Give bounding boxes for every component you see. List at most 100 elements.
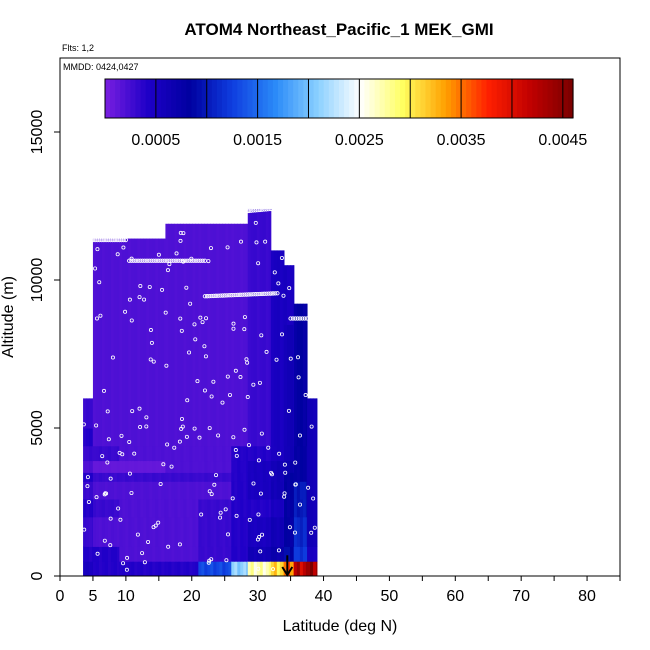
field-cell — [256, 208, 261, 447]
sample-point — [297, 433, 302, 438]
field-cell — [189, 460, 193, 473]
track-point — [173, 258, 179, 263]
field-cell — [213, 223, 217, 447]
field-cell — [110, 472, 115, 482]
field-cell — [177, 481, 181, 500]
field-cell — [89, 472, 93, 482]
field-cell — [89, 445, 93, 462]
sample-point — [178, 238, 183, 243]
x-tick-label: 20 — [183, 588, 201, 605]
colorbar-swatch — [191, 79, 198, 118]
field-cell — [273, 445, 278, 462]
field-cell — [183, 481, 187, 500]
field-cell — [113, 561, 118, 576]
track-point — [151, 258, 156, 263]
colorbar-swatch — [354, 79, 360, 118]
track-point — [131, 258, 136, 263]
field-cell — [92, 445, 97, 462]
field-cell — [302, 481, 307, 500]
sample-point — [199, 512, 204, 517]
field-cell — [262, 481, 267, 500]
sample-point — [192, 426, 197, 431]
x-tick-label: 0 — [56, 588, 65, 605]
field-cell — [240, 499, 244, 518]
x-tick-label: 10 — [117, 588, 135, 605]
field-cell — [219, 445, 223, 462]
sample-point — [251, 481, 256, 486]
sample-point — [119, 433, 124, 438]
field-cell — [307, 546, 311, 562]
track-point — [268, 291, 273, 296]
field-cell — [158, 561, 162, 576]
field-cell — [161, 516, 165, 547]
field-cell — [213, 546, 217, 562]
field-cell — [296, 561, 301, 576]
sample-point — [271, 567, 276, 572]
colorbar-swatch — [247, 79, 254, 118]
field-cell — [246, 223, 249, 447]
field-cell — [89, 516, 93, 547]
field-cell — [83, 516, 87, 547]
field-cell — [122, 499, 126, 518]
field-cell — [293, 265, 295, 325]
field-cell — [299, 516, 304, 547]
field-cell — [219, 460, 223, 473]
field-cell — [284, 445, 288, 462]
field-cell — [92, 460, 97, 473]
field-cell — [186, 546, 190, 562]
colorbar-swatch — [522, 79, 528, 118]
field-cell — [189, 546, 193, 562]
field-cell — [171, 223, 175, 447]
field-cell — [282, 546, 285, 562]
field-cell — [155, 499, 159, 518]
field-cell — [192, 499, 196, 518]
field-cell — [125, 238, 129, 447]
field-cell — [259, 472, 264, 482]
field-cell — [287, 472, 291, 482]
colorbar-swatch — [288, 79, 294, 118]
sample-point — [94, 495, 99, 500]
track-point — [235, 209, 241, 215]
field-cell — [305, 445, 308, 482]
colorbar-tick-label: 0.0035 — [437, 132, 486, 149]
sample-point — [148, 328, 153, 333]
field-cell — [262, 460, 267, 473]
field-cell — [155, 445, 159, 462]
field-cell — [119, 561, 123, 576]
field-cell — [95, 460, 100, 473]
field-cell — [131, 516, 135, 547]
field-cell — [246, 445, 249, 462]
sample-point — [309, 424, 314, 429]
field-cell — [231, 472, 235, 482]
sample-point — [282, 462, 287, 467]
field-cell — [104, 516, 109, 547]
field-cell — [299, 561, 304, 576]
field-cell — [247, 460, 252, 473]
field-cell — [164, 516, 166, 547]
field-cell — [210, 499, 214, 518]
colorbar-swatch — [318, 79, 325, 118]
track-point — [253, 208, 258, 213]
colorbar-swatch — [476, 79, 483, 118]
field-cell — [228, 472, 232, 482]
sample-point — [121, 245, 126, 250]
field-cell — [222, 445, 226, 462]
sample-point — [225, 374, 230, 379]
field-cell — [198, 472, 202, 482]
sample-point — [129, 318, 134, 323]
field-cell — [273, 499, 278, 518]
track-point — [264, 291, 269, 296]
track-point — [242, 209, 247, 214]
field-cell — [284, 324, 288, 447]
field-cell — [253, 481, 258, 500]
field-cell — [219, 223, 223, 447]
sample-point — [287, 286, 292, 291]
field-cell — [134, 238, 138, 447]
sample-point — [209, 492, 214, 497]
sample-point — [311, 496, 316, 501]
field-cell — [116, 481, 120, 500]
field-cell — [134, 460, 138, 473]
field-cell — [137, 481, 141, 500]
field-cell — [310, 561, 314, 576]
field-cell — [225, 223, 229, 447]
